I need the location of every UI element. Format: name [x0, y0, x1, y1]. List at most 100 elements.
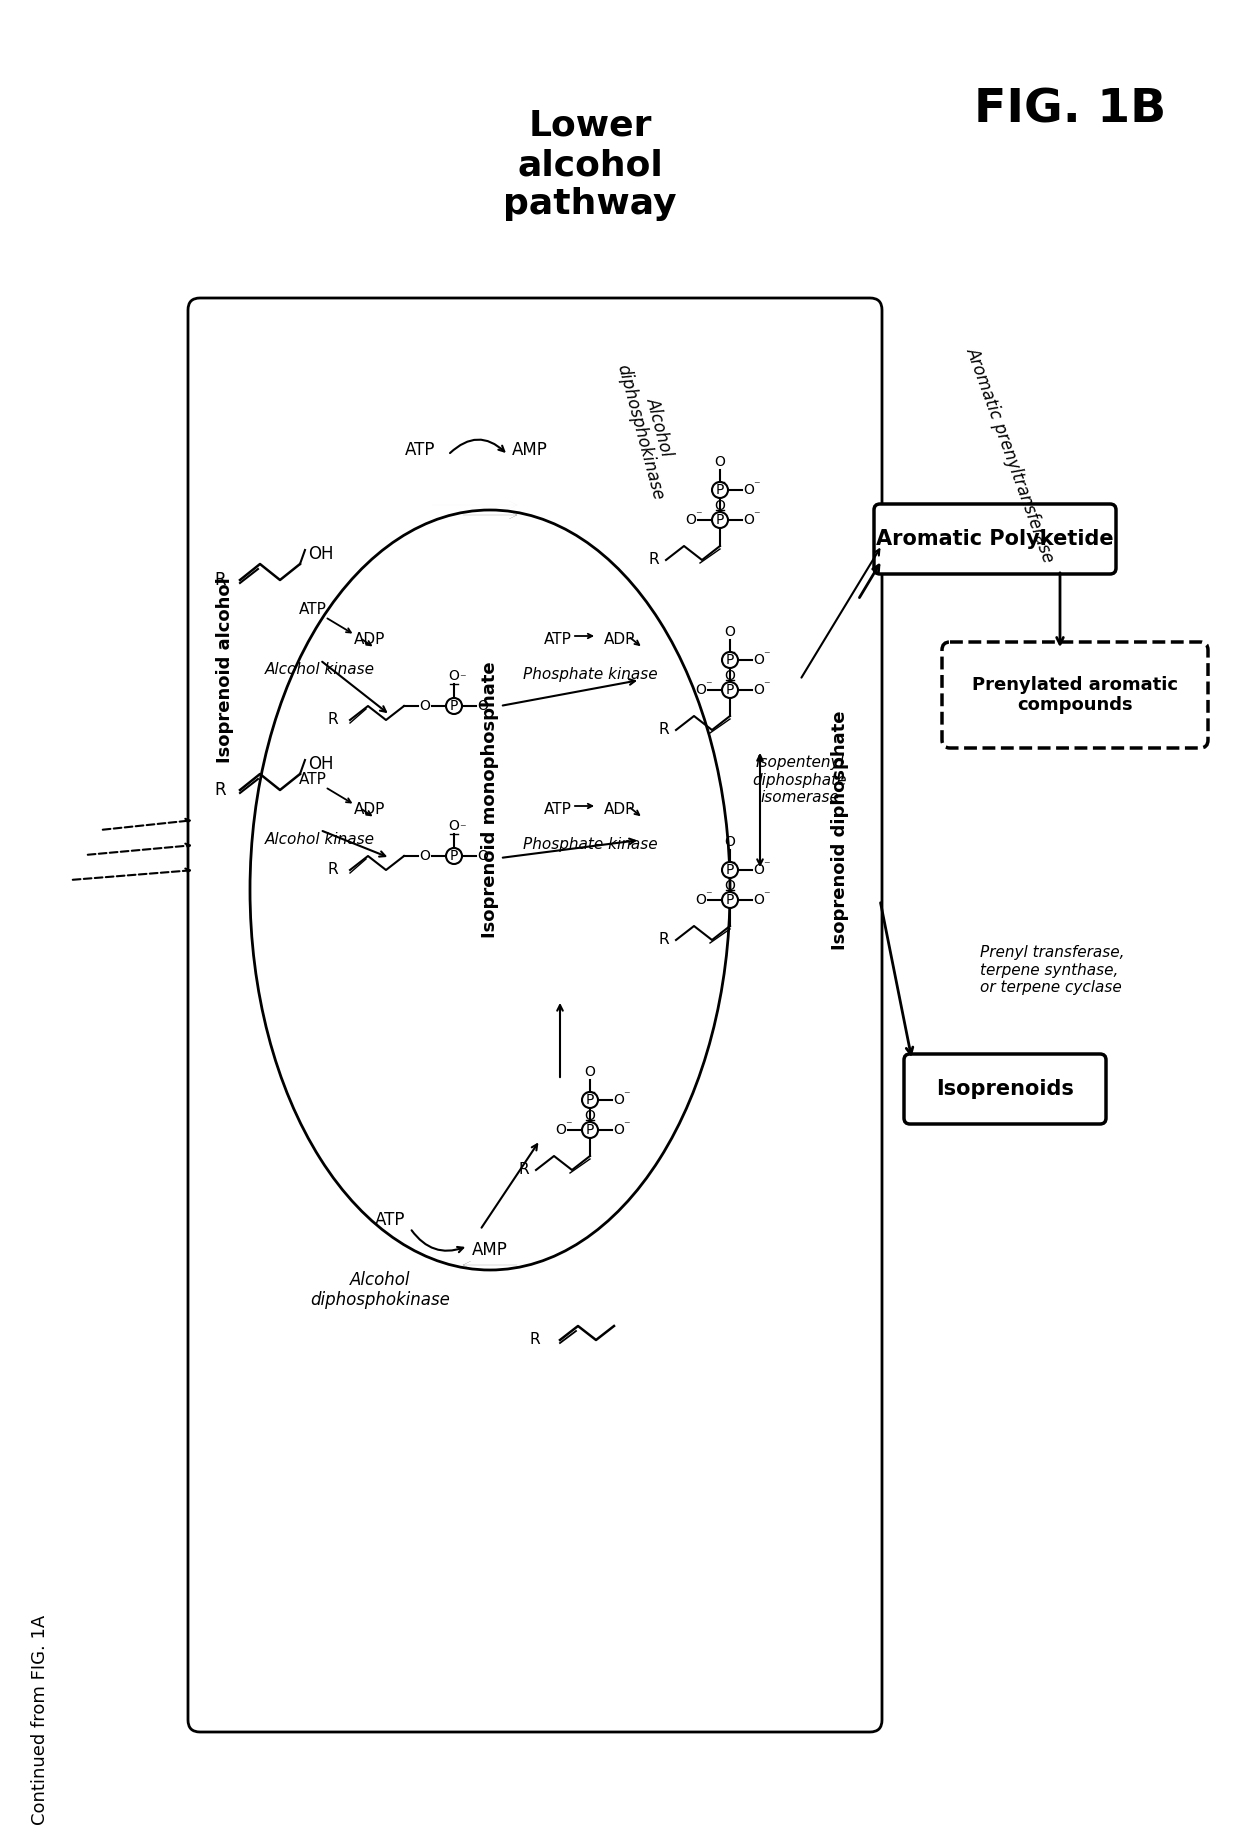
FancyBboxPatch shape: [874, 504, 1116, 573]
Text: R: R: [529, 1333, 539, 1347]
Text: ⁻: ⁻: [459, 673, 465, 686]
Text: O: O: [449, 820, 460, 833]
Text: ATP: ATP: [374, 1211, 405, 1230]
Text: Alcohol kinase: Alcohol kinase: [265, 833, 374, 847]
Text: Continued from FIG. 1A: Continued from FIG. 1A: [31, 1616, 50, 1825]
Text: Phosphate kinase: Phosphate kinase: [523, 838, 657, 853]
Circle shape: [582, 1092, 598, 1108]
Text: O: O: [584, 1064, 595, 1079]
Text: Prenyl transferase,
terpene synthase,
or terpene cyclase: Prenyl transferase, terpene synthase, or…: [980, 945, 1125, 994]
Text: R: R: [658, 932, 670, 948]
Text: O: O: [724, 879, 735, 893]
Circle shape: [722, 652, 738, 667]
Text: Prenylated aromatic
compounds: Prenylated aromatic compounds: [972, 676, 1178, 715]
Text: O: O: [724, 834, 735, 849]
Text: O: O: [556, 1123, 567, 1138]
Text: O: O: [614, 1094, 625, 1106]
Text: ATP: ATP: [544, 632, 572, 647]
Text: AMP: AMP: [512, 441, 548, 460]
Text: Aromatic prenyltransferase: Aromatic prenyltransferase: [962, 346, 1058, 564]
FancyBboxPatch shape: [942, 641, 1208, 748]
FancyBboxPatch shape: [904, 1053, 1106, 1125]
Text: ⁻: ⁻: [486, 695, 494, 708]
Text: R: R: [327, 862, 339, 877]
Circle shape: [722, 891, 738, 908]
Text: O: O: [714, 456, 725, 469]
Text: O: O: [754, 893, 764, 906]
Text: ⁻: ⁻: [704, 680, 712, 693]
Text: Isopentenyl
diphosphate
isomerase: Isopentenyl diphosphate isomerase: [753, 755, 847, 805]
Text: P: P: [725, 652, 734, 667]
Text: P: P: [725, 864, 734, 877]
Text: O: O: [449, 669, 460, 684]
Text: O: O: [754, 684, 764, 697]
Text: ⁻: ⁻: [753, 509, 759, 522]
Text: Isoprenoids: Isoprenoids: [936, 1079, 1074, 1099]
Text: Phosphate kinase: Phosphate kinase: [523, 667, 657, 682]
Text: ⁻: ⁻: [763, 860, 769, 873]
Text: R: R: [327, 713, 339, 728]
Text: ATP: ATP: [299, 772, 327, 787]
Text: ⁻: ⁻: [763, 680, 769, 693]
Circle shape: [722, 682, 738, 698]
Text: O: O: [754, 864, 764, 877]
Text: O: O: [696, 684, 707, 697]
Text: O: O: [744, 483, 754, 496]
Text: O: O: [744, 513, 754, 528]
Text: Aromatic Polyketide: Aromatic Polyketide: [877, 529, 1114, 550]
Text: Alcohol
diphosphokinase: Alcohol diphosphokinase: [310, 1270, 450, 1309]
Circle shape: [712, 513, 728, 528]
Text: P: P: [715, 483, 724, 496]
FancyBboxPatch shape: [188, 298, 882, 1731]
Text: ⁻: ⁻: [753, 480, 759, 493]
Text: Isoprenoid alcohol: Isoprenoid alcohol: [216, 577, 234, 763]
Text: O: O: [696, 893, 707, 906]
Circle shape: [446, 698, 463, 713]
Text: O: O: [477, 698, 489, 713]
Text: P: P: [725, 684, 734, 697]
Text: P: P: [450, 849, 459, 864]
Text: O: O: [686, 513, 697, 528]
Text: O: O: [419, 698, 430, 713]
Text: ATP: ATP: [299, 603, 327, 618]
Circle shape: [722, 862, 738, 879]
Text: OH: OH: [308, 546, 334, 562]
Text: ADP: ADP: [604, 803, 636, 818]
Text: ATP: ATP: [544, 803, 572, 818]
Text: O: O: [724, 625, 735, 640]
Text: ADP: ADP: [355, 632, 386, 647]
Text: ⁻: ⁻: [564, 1119, 572, 1132]
Circle shape: [582, 1121, 598, 1138]
Text: P: P: [585, 1094, 594, 1106]
Text: FIG. 1B: FIG. 1B: [973, 88, 1166, 132]
Text: Isoprenoid monophosphate: Isoprenoid monophosphate: [481, 662, 498, 939]
Text: O: O: [614, 1123, 625, 1138]
Text: AMP: AMP: [472, 1241, 508, 1259]
Text: ⁻: ⁻: [763, 890, 769, 902]
Text: ⁻: ⁻: [459, 822, 465, 836]
Text: ⁻: ⁻: [622, 1090, 630, 1103]
Text: ATP: ATP: [404, 441, 435, 460]
Text: ⁻: ⁻: [704, 890, 712, 902]
Text: ADP: ADP: [604, 632, 636, 647]
Text: O: O: [724, 669, 735, 684]
Circle shape: [446, 847, 463, 864]
Text: P: P: [585, 1123, 594, 1138]
Text: Alcohol kinase: Alcohol kinase: [265, 662, 374, 678]
Text: O: O: [584, 1108, 595, 1123]
Text: P: P: [715, 513, 724, 528]
Text: O: O: [754, 652, 764, 667]
Text: ⁻: ⁻: [486, 845, 494, 858]
Text: P: P: [450, 698, 459, 713]
Text: Alcohol
diphosphokinase: Alcohol diphosphokinase: [613, 357, 687, 502]
Text: R: R: [518, 1162, 529, 1178]
Text: P: P: [725, 893, 734, 906]
Text: O: O: [419, 849, 430, 864]
Text: R: R: [658, 722, 670, 737]
Text: R: R: [215, 781, 226, 800]
Text: Isoprenoid diphosphate: Isoprenoid diphosphate: [831, 709, 849, 950]
Text: ⁻: ⁻: [763, 649, 769, 662]
Text: ⁻: ⁻: [694, 509, 702, 522]
Text: R: R: [215, 572, 226, 588]
Text: ⁻: ⁻: [622, 1119, 630, 1132]
